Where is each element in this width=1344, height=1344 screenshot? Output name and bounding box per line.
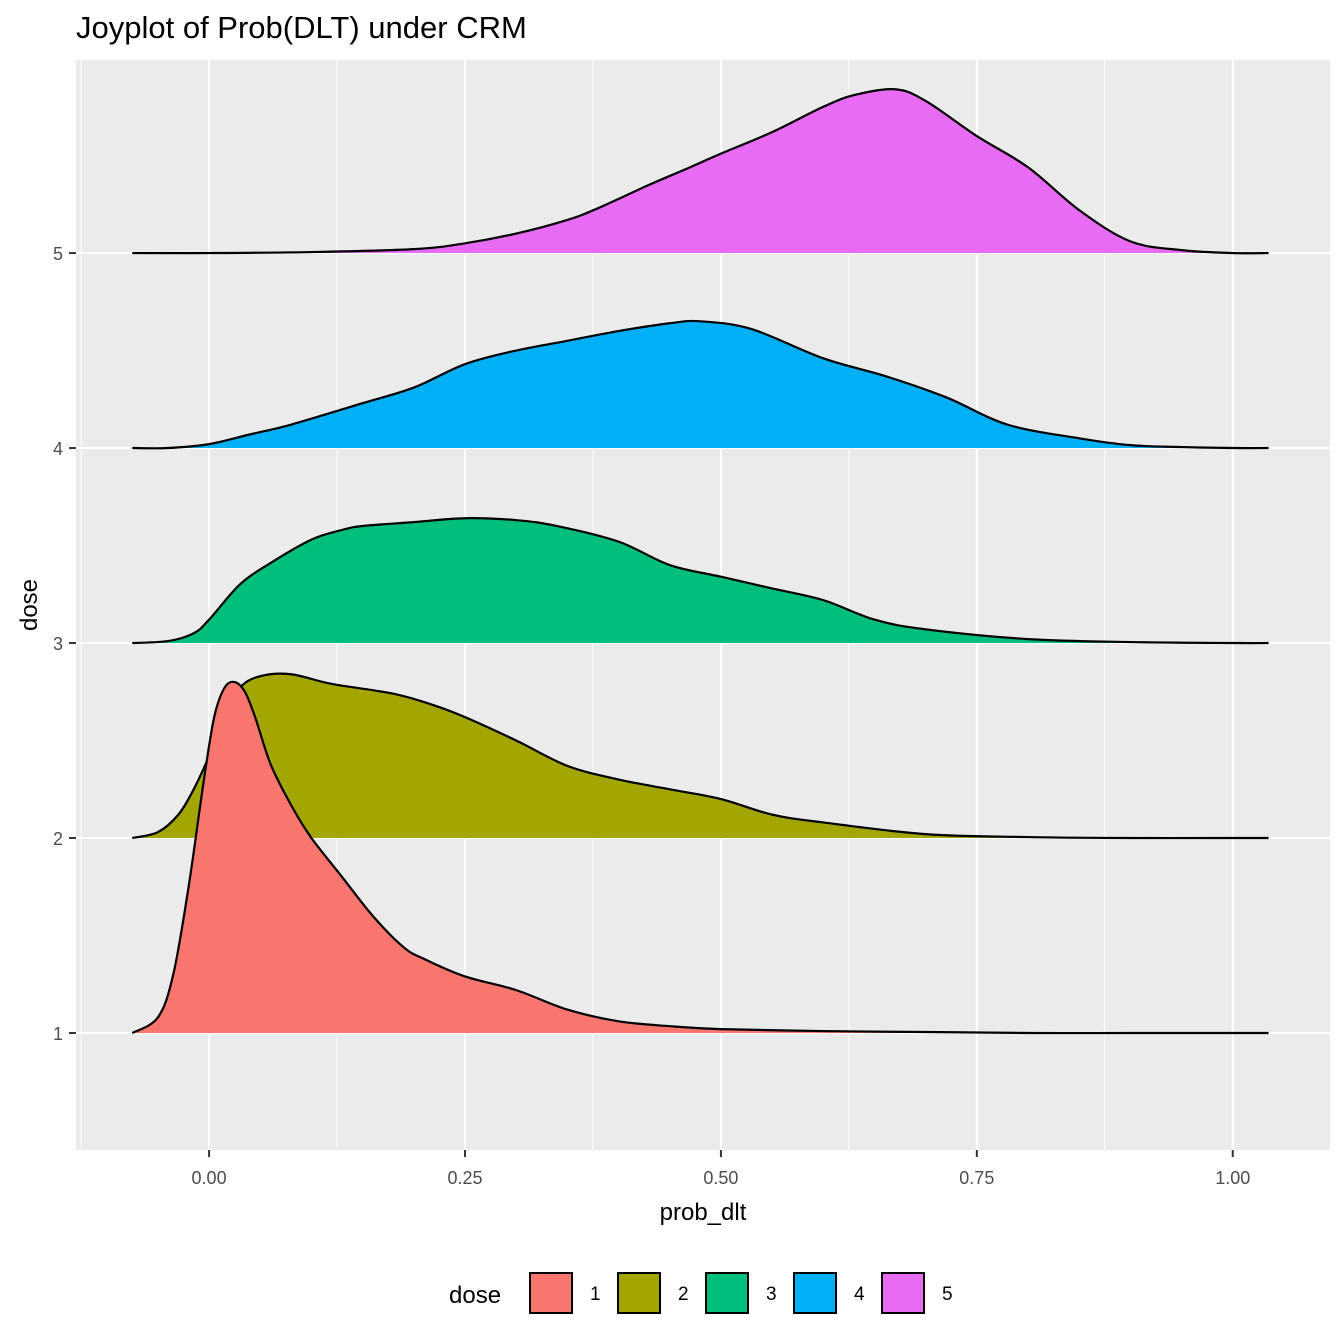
- x-tick-label: 0.75: [959, 1168, 994, 1188]
- legend-key-dose-2: [617, 1272, 661, 1314]
- y-axis-title: dose: [16, 579, 43, 631]
- x-tick-label: 0.50: [703, 1168, 738, 1188]
- legend-key-dose-3: [705, 1272, 749, 1314]
- legend-title: dose: [449, 1282, 501, 1309]
- y-tick-label: 1: [53, 1024, 63, 1044]
- legend-label-dose-4: 4: [854, 1284, 865, 1305]
- y-axis: 1 2 3 4 5: [53, 244, 76, 1044]
- ridge-line-dose-3: [132, 517, 1269, 645]
- legend-label-dose-1: 1: [590, 1284, 601, 1305]
- x-tick-label: 0.25: [447, 1168, 482, 1188]
- legend-key-dose-1: [529, 1272, 573, 1314]
- ridge-line-dose-4: [132, 319, 1269, 450]
- legend: dose 1 2 3 4 5: [449, 1272, 953, 1314]
- legend-key-dose-5: [881, 1272, 925, 1314]
- ridge-area-dose-3: [132, 518, 1269, 644]
- legend-label-dose-3: 3: [766, 1284, 777, 1305]
- legend-key-dose-4: [793, 1272, 837, 1314]
- x-tick-label: 1.00: [1215, 1168, 1250, 1188]
- ridge-line-dose-1: [131, 680, 1269, 1035]
- y-tick-label: 2: [53, 829, 63, 849]
- ridges: [131, 88, 1269, 1035]
- ridge-area-dose-1: [132, 681, 1269, 1034]
- ridge-area-dose-5: [132, 89, 1269, 254]
- ridge-area-dose-2: [132, 673, 1269, 839]
- legend-label-dose-2: 2: [678, 1284, 689, 1305]
- x-axis: 0.00 0.25 0.50 0.75 1.00: [192, 1150, 1250, 1188]
- x-tick-label: 0.00: [192, 1168, 227, 1188]
- legend-label-dose-5: 5: [942, 1284, 953, 1305]
- y-tick-label: 5: [53, 244, 63, 264]
- x-axis-title: prob_dlt: [660, 1199, 747, 1226]
- y-tick-label: 3: [53, 634, 63, 654]
- ridge-line-dose-5: [132, 88, 1269, 255]
- y-tick-label: 4: [53, 439, 63, 459]
- chart-title: Joyplot of Prob(DLT) under CRM: [76, 10, 527, 45]
